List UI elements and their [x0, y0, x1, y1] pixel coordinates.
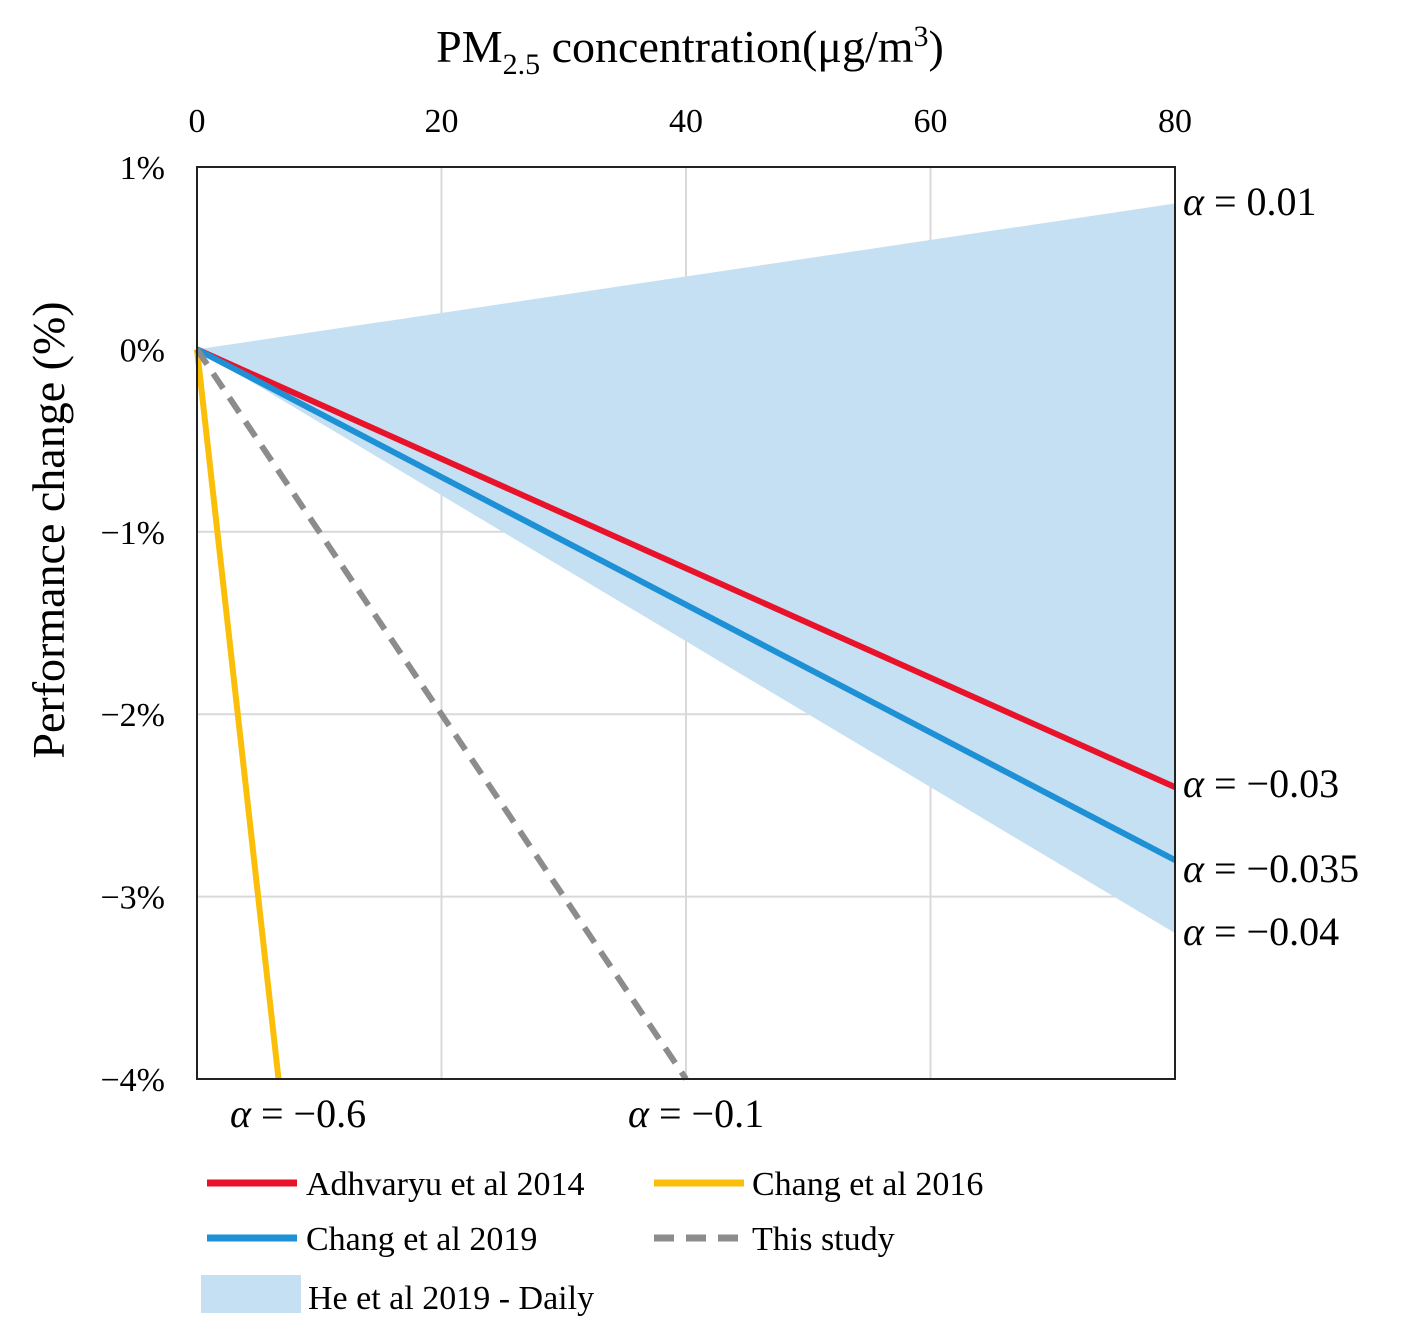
legend-swatch-he-2019: [201, 1275, 301, 1313]
series-line-chang-et-al-2016: [194, 349, 282, 1080]
x-tick-label-80: 80: [1158, 103, 1192, 140]
title-middle: concentration(μg/m: [540, 21, 914, 72]
series-line-this-study: [194, 347, 689, 1081]
x-tick-labels: 0 20 40 60 80: [189, 103, 1193, 140]
legend-label-this-study: This study: [752, 1221, 895, 1258]
series-line-chang-et-al-2019: [195, 346, 1177, 863]
annotation-alpha-minus-0-6: α = −0.6: [230, 1091, 366, 1136]
y-tick-label-3: −2%: [101, 697, 166, 734]
series-line-adhvaryu-et-al-2014: [195, 346, 1177, 790]
annotation-alpha-minus-0-03: α = −0.03: [1183, 761, 1339, 806]
series-layer: [194, 346, 1177, 1081]
annotation-alpha-minus-0-035: α = −0.035: [1183, 846, 1359, 891]
legend-label-chang-2019: Chang et al 2019: [306, 1221, 537, 1258]
y-tick-label-1: 0%: [120, 332, 165, 369]
y-tick-label-0: 1%: [120, 150, 165, 187]
y-tick-label-2: −1%: [101, 515, 166, 552]
title-prefix: PM: [436, 21, 502, 72]
annotation-alpha-minus-0-04: α = −0.04: [1183, 909, 1339, 954]
title-subscript: 2.5: [503, 48, 541, 81]
x-tick-label-20: 20: [425, 103, 459, 140]
x-tick-label-60: 60: [914, 103, 948, 140]
title-superscript: 3: [914, 20, 929, 53]
legend: Adhvaryu et al 2014 Chang et al 2016 Cha…: [201, 1166, 983, 1317]
legend-label-adhvaryu: Adhvaryu et al 2014: [306, 1166, 585, 1203]
annotation-alpha-0-01: α = 0.01: [1183, 179, 1317, 224]
legend-label-he-2019: He et al 2019 - Daily: [308, 1280, 594, 1317]
y-axis-label: Performance change (%): [23, 301, 74, 758]
y-tick-label-5: −4%: [101, 1062, 166, 1099]
y-tick-labels: 1% 0% −1% −2% −3% −4%: [101, 150, 166, 1099]
legend-label-chang-2016: Chang et al 2016: [752, 1166, 983, 1203]
plot-frame: [196, 166, 1176, 1080]
x-tick-label-0: 0: [189, 103, 206, 140]
x-tick-label-40: 40: [669, 103, 703, 140]
title-suffix: ): [929, 21, 944, 72]
y-tick-label-4: −3%: [101, 880, 166, 917]
chart-title: PM2.5 concentration(μg/m3): [436, 20, 944, 81]
annotation-alpha-minus-0-1: α = −0.1: [628, 1091, 764, 1136]
